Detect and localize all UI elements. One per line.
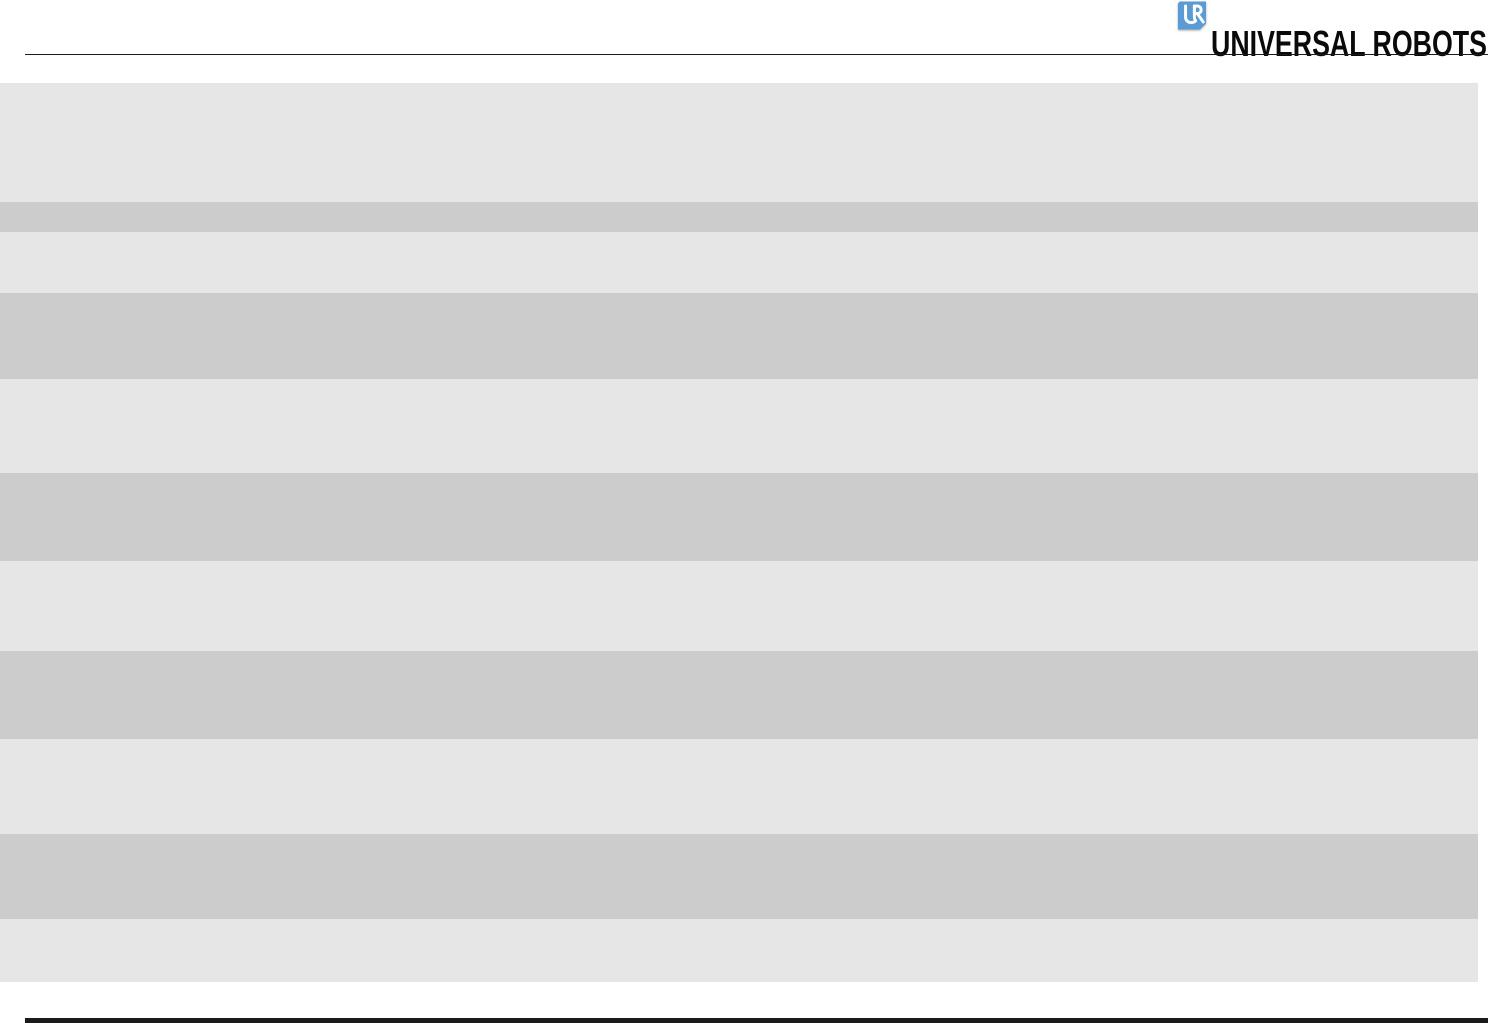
svg-text:UNIVERSAL ROBOTS: UNIVERSAL ROBOTS <box>1211 23 1487 64</box>
